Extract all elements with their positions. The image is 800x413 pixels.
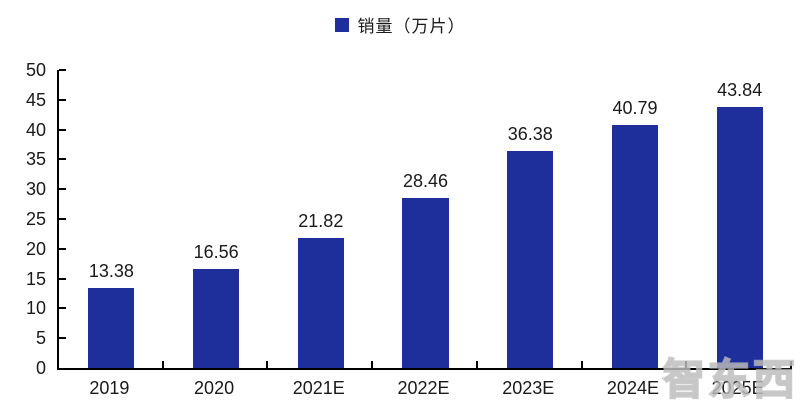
bar-cell: 43.84: [687, 70, 792, 368]
bar: [611, 124, 658, 368]
y-axis-tick-label: 40: [25, 119, 46, 140]
y-axis-tick-label: 0: [35, 358, 46, 378]
bar: [88, 288, 135, 368]
bar-value-label: 16.56: [193, 242, 239, 263]
bar-value-label: 43.84: [717, 79, 763, 100]
bar-cell: 21.82: [268, 70, 373, 368]
y-axis-tick: [59, 69, 66, 71]
y-axis-tick-label: 15: [25, 268, 46, 289]
y-axis-tick-label: 35: [25, 149, 46, 170]
y-axis-tick-label: 30: [25, 179, 46, 200]
x-axis-label: 2021E: [292, 378, 345, 398]
x-axis-label: 2019: [89, 378, 130, 398]
bar: [193, 269, 240, 368]
plot-area: 13.38 16.56 21.82 28.46 36.38 40.79 43.84: [57, 69, 792, 370]
y-axis-tick-label: 10: [25, 298, 46, 319]
x-axis-label: 2025E: [711, 378, 764, 398]
y-axis-tick: [59, 128, 66, 131]
x-axis-tick: [685, 361, 688, 368]
y-axis-tick-label: 45: [25, 89, 46, 110]
bar: [297, 237, 344, 368]
y-axis-tick-label: 25: [25, 209, 46, 229]
x-axis-tick: [161, 361, 164, 368]
x-axis-tick: [790, 361, 792, 368]
x-axis-tick: [475, 361, 478, 368]
y-axis-tick: [59, 158, 66, 161]
y-axis-tick-label: 5: [35, 328, 46, 349]
bar-value-label: 13.38: [88, 261, 134, 282]
bar-cell: 28.46: [373, 70, 478, 368]
y-axis-tick: [59, 247, 66, 250]
legend-label: 销量（万片）: [357, 17, 466, 36]
bar-cell: 16.56: [164, 70, 269, 368]
legend: 销量（万片）: [0, 12, 800, 37]
x-axis-label: 2024E: [606, 378, 659, 398]
y-axis-tick-label: 20: [25, 238, 46, 259]
bar: [507, 151, 554, 368]
y-axis-tick: [59, 98, 66, 101]
y-axis-tick-label: 50: [25, 60, 46, 80]
y-axis-tick: [59, 277, 66, 280]
y-axis-tick: [59, 188, 66, 191]
x-axis-label: 2023E: [502, 378, 555, 398]
y-axis: 0 5 10 15 20 25 30 35 40 45 50: [0, 60, 46, 378]
y-axis-tick: [59, 307, 66, 310]
bar-value-label: 40.79: [612, 97, 658, 118]
bar-value-label: 21.82: [298, 210, 344, 231]
x-axis-tick: [266, 361, 269, 368]
x-axis-label: 2022E: [397, 378, 450, 398]
bar-cell: 40.79: [583, 70, 688, 368]
bar-value-label: 36.38: [507, 124, 553, 145]
bar: [402, 198, 449, 368]
x-axis-tick: [580, 361, 583, 368]
bar-cell: 13.38: [59, 70, 164, 368]
bar-cell: 36.38: [478, 70, 583, 368]
bar-value-label: 28.46: [403, 171, 449, 192]
y-axis-tick: [59, 218, 66, 220]
bar: [716, 106, 763, 368]
x-axis: 2019 2020 2021E 2022E 2023E 2024E 2025E: [57, 378, 790, 399]
legend-marker-icon: [334, 17, 349, 32]
x-axis-label: 2020: [194, 378, 235, 398]
y-axis-tick: [59, 337, 66, 340]
x-axis-tick: [371, 361, 374, 368]
